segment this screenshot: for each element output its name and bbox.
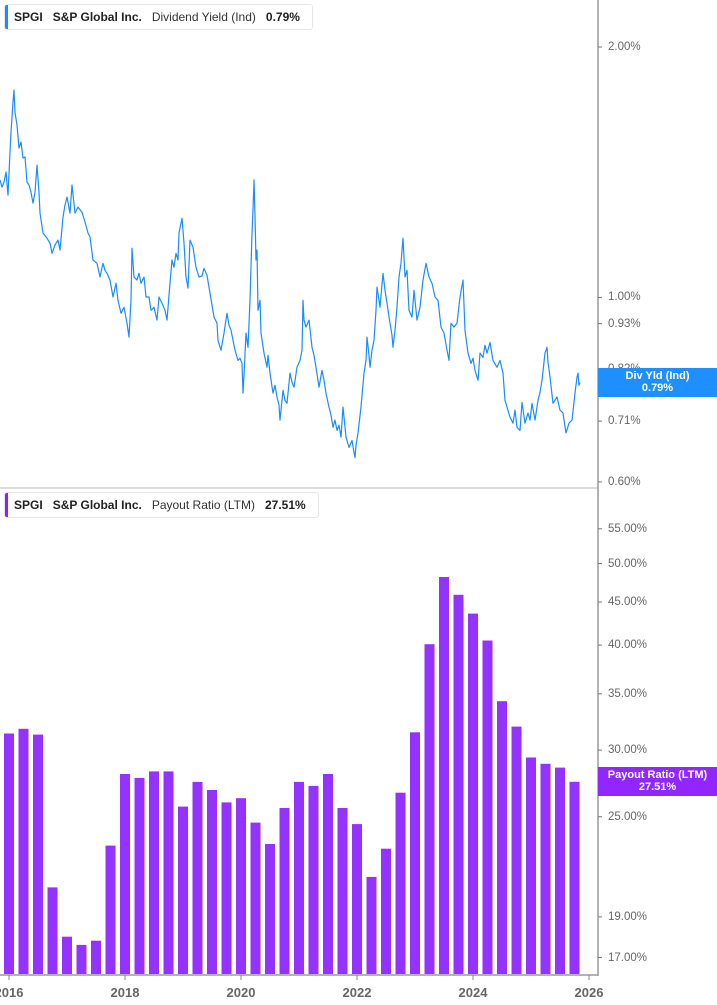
y-tick-label: 1.00% [608, 291, 641, 304]
payout-ratio-bar[interactable] [149, 771, 159, 974]
payout-ratio-bar[interactable] [526, 757, 536, 975]
payout-ratio-last-value-label: Payout Ratio (LTM) 27.51% [598, 767, 717, 797]
y-tick-label: 55.00% [608, 522, 648, 535]
payout-ratio-bar[interactable] [323, 774, 333, 974]
y-tick-label: 45.00% [608, 596, 648, 609]
y-tick-label: 2.00% [608, 41, 641, 53]
payout-ratio-bar[interactable] [4, 733, 14, 975]
payout-ratio-bar[interactable] [207, 790, 217, 974]
payout-ratio-bar[interactable] [294, 781, 304, 974]
y-tick-label: 0.60% [608, 475, 641, 488]
payout-ratio-bar[interactable] [395, 792, 406, 974]
payout-ratio-bar[interactable] [221, 802, 232, 974]
legend-company: S&P Global Inc. [52, 10, 142, 24]
payout-ratio-bar[interactable] [120, 774, 130, 974]
payout-ratio-bars [4, 577, 580, 974]
legend-value: 27.51% [264, 498, 306, 512]
price-label-title: Payout Ratio (LTM) [607, 769, 708, 782]
payout-ratio-bar[interactable] [76, 944, 87, 974]
series-color-marker [5, 493, 8, 517]
payout-ratio-bar[interactable] [236, 798, 246, 974]
payout-ratio-bar[interactable] [62, 936, 72, 974]
axis-tick-marks [8, 46, 602, 980]
dividend-yield-last-value-label: Div Yld (Ind) 0.79% [598, 368, 717, 398]
y-tick-label: 35.00% [608, 687, 648, 700]
y-tick-label: 50.00% [608, 557, 648, 570]
payout-ratio-bar[interactable] [540, 763, 551, 974]
payout-ratio-bar[interactable] [134, 777, 145, 974]
payout-ratio-bar[interactable] [250, 822, 261, 974]
x-tick-label: 2026 [574, 985, 604, 1000]
payout-ratio-legend[interactable]: SPGI S&P Global Inc. Payout Ratio (LTM) … [4, 492, 319, 518]
payout-ratio-bar[interactable] [410, 732, 420, 974]
x-tick-label: 2020 [226, 985, 256, 1000]
x-tick-label: 2022 [342, 985, 372, 1000]
payout-ratio-bar[interactable] [279, 808, 290, 974]
price-label-value: 0.79% [641, 381, 674, 394]
y-tick-label: 0.93% [608, 317, 641, 330]
price-label-title: Div Yld (Ind) [625, 370, 690, 383]
payout-ratio-bar[interactable] [482, 640, 493, 975]
payout-ratio-bar[interactable] [468, 613, 478, 974]
dividend-yield-legend[interactable]: SPGI S&P Global Inc. Dividend Yield (Ind… [4, 4, 313, 30]
payout-ratio-bar[interactable] [453, 594, 464, 974]
legend-ticker: SPGI [14, 498, 43, 512]
y-tick-label: 17.00% [608, 951, 648, 964]
payout-ratio-bar[interactable] [424, 644, 435, 974]
x-tick-label: 2016 [0, 985, 24, 1000]
y-tick-label: 19.00% [608, 910, 648, 923]
legend-metric: Dividend Yield (Ind) [151, 10, 256, 24]
payout-ratio-bar[interactable] [105, 845, 116, 974]
series-color-marker [5, 5, 8, 29]
payout-ratio-bar[interactable] [337, 808, 348, 974]
payout-ratio-bar[interactable] [178, 806, 188, 974]
y-tick-label: 30.00% [608, 744, 648, 757]
payout-ratio-bar[interactable] [497, 701, 507, 974]
payout-ratio-bar[interactable] [555, 767, 565, 974]
payout-ratio-bar[interactable] [308, 785, 319, 974]
price-label-value: 27.51% [638, 780, 677, 793]
dividend-yield-line [0, 89, 581, 459]
payout-ratio-bar[interactable] [47, 887, 58, 974]
y-tick-label: 25.00% [608, 810, 648, 823]
payout-ratio-bar[interactable] [33, 734, 43, 974]
x-tick-label: 2018 [110, 985, 140, 1000]
payout-ratio-bar[interactable] [511, 726, 522, 974]
payout-ratio-bar[interactable] [18, 728, 29, 974]
payout-ratio-bar[interactable] [439, 577, 449, 974]
y-tick-label: 40.00% [608, 639, 648, 652]
payout-ratio-bar[interactable] [192, 781, 203, 974]
x-tick-label: 2024 [458, 985, 488, 1000]
payout-ratio-bar[interactable] [265, 844, 275, 974]
legend-ticker: SPGI [14, 10, 43, 24]
payout-ratio-bar[interactable] [381, 848, 391, 974]
legend-company: S&P Global Inc. [52, 498, 142, 512]
y-tick-label: 0.71% [608, 415, 641, 428]
payout-ratio-bar[interactable] [366, 876, 377, 974]
payout-ratio-bar[interactable] [569, 781, 580, 974]
payout-ratio-bar[interactable] [352, 824, 362, 974]
payout-ratio-bar[interactable] [91, 940, 101, 974]
payout-ratio-bar[interactable] [163, 771, 174, 974]
legend-value: 0.79% [265, 10, 300, 24]
legend-metric: Payout Ratio (LTM) [151, 498, 255, 512]
